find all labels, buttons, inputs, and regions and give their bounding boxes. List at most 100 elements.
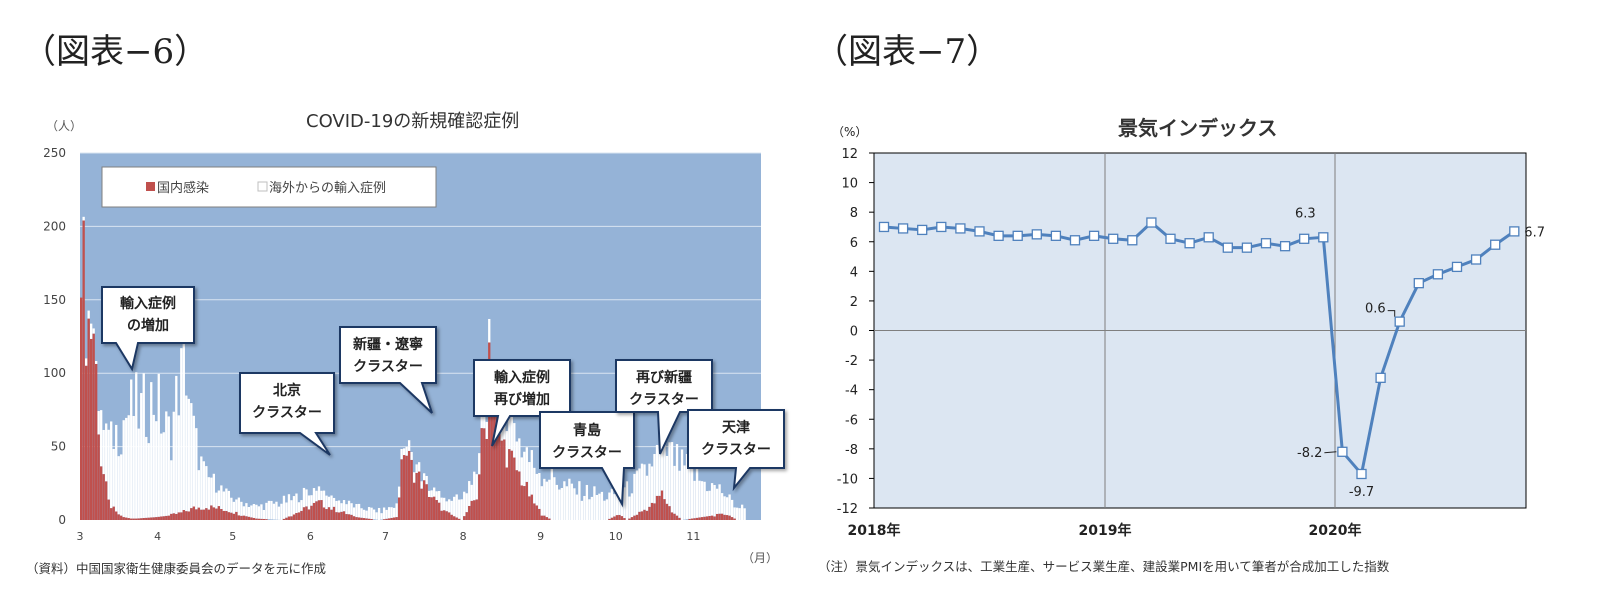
bar-domestic — [655, 495, 659, 520]
bar-domestic — [300, 510, 303, 520]
bar-domestic — [317, 500, 321, 520]
bar-imported — [465, 493, 468, 513]
bar-imported — [628, 496, 631, 519]
bar-domestic — [698, 517, 701, 520]
bar-imported — [390, 507, 393, 518]
y-tick-label: -4 — [845, 384, 858, 399]
bar-imported — [407, 440, 411, 451]
bar-domestic — [370, 519, 373, 520]
bar-imported — [107, 429, 110, 500]
bar-imported — [530, 450, 533, 495]
bar-imported — [570, 483, 574, 520]
bar-imported — [713, 484, 716, 517]
bar-domestic — [405, 455, 408, 520]
bar-domestic — [285, 517, 288, 520]
bar-imported — [375, 512, 378, 520]
bar-domestic — [197, 507, 200, 520]
index-series — [878, 217, 1520, 480]
bar-domestic — [125, 517, 128, 520]
bar-imported — [165, 411, 168, 516]
bar-domestic — [673, 513, 676, 520]
bar-imported — [220, 485, 223, 509]
bar-imported — [553, 477, 556, 520]
bar-imported — [162, 432, 165, 517]
bar-imported — [450, 500, 453, 515]
bar-domestic — [290, 516, 293, 520]
bar-imported — [295, 493, 298, 514]
bar-domestic — [252, 517, 256, 520]
bar-imported — [160, 433, 163, 517]
covid-source-note: （資料）中国国家衛生健康委員会のデータを元に作成 — [26, 561, 327, 576]
bar-imported — [688, 457, 691, 519]
bar-imported — [733, 507, 736, 519]
bar-imported — [132, 416, 135, 519]
bar-imported — [145, 436, 148, 518]
bar-domestic — [155, 517, 158, 520]
bar-imported — [448, 499, 451, 513]
bar-domestic — [540, 515, 543, 520]
bar-domestic — [80, 297, 83, 520]
bar-imported — [475, 474, 478, 500]
bar-domestic — [342, 511, 346, 520]
bar-imported — [670, 442, 674, 513]
bar-domestic — [500, 440, 503, 520]
index-marker — [1050, 230, 1062, 241]
bar-imported — [525, 447, 528, 482]
bar-domestic — [115, 511, 118, 520]
y-tick-label: 8 — [850, 206, 858, 221]
bar-imported — [683, 465, 686, 520]
bar-imported — [100, 410, 103, 467]
bar-domestic — [535, 505, 538, 520]
y-tick-label: 50 — [51, 440, 66, 454]
bar-domestic — [503, 439, 506, 520]
bar-imported — [395, 503, 398, 518]
bar-imported — [247, 506, 251, 517]
bar-domestic — [410, 459, 413, 520]
bar-imported — [545, 481, 548, 518]
bar-imported — [397, 486, 401, 498]
bar-domestic — [715, 513, 719, 520]
bar-domestic — [445, 511, 448, 520]
bar-imported — [90, 323, 93, 339]
bar-domestic — [242, 515, 246, 520]
covid-legend: 国内感染 海外からの輸入症例 — [101, 166, 437, 208]
bar-domestic — [172, 513, 175, 520]
bar-imported — [367, 507, 371, 519]
legend-domestic-swatch — [146, 182, 155, 191]
x-tick-label: 10 — [609, 530, 623, 543]
bar-imported — [130, 379, 133, 519]
bar-domestic — [292, 514, 296, 520]
covid-chart: 0 50 100 150 200 250 3 4 5 6 7 8 9 10 11 （人） （月） 国内感染… — [43, 119, 785, 565]
x-tick-label: 7 — [382, 530, 389, 543]
bar-domestic — [653, 503, 656, 520]
bar-imported — [685, 454, 689, 520]
bar-domestic — [490, 394, 493, 520]
bar-imported — [240, 501, 243, 516]
bar-domestic — [420, 488, 423, 520]
index-marker — [1146, 217, 1157, 228]
bar-imported — [250, 505, 253, 518]
bar-imported — [232, 501, 236, 514]
bar-domestic — [235, 511, 238, 520]
y-tick-label: 0 — [58, 513, 66, 527]
bar-domestic — [385, 518, 388, 520]
bar-imported — [705, 491, 709, 517]
bar-imported — [700, 481, 704, 518]
bar-imported — [583, 495, 586, 520]
bar-domestic — [518, 471, 521, 520]
bar-imported — [335, 500, 338, 513]
bar-imported — [575, 494, 579, 520]
bar-imported — [180, 348, 183, 513]
bar-domestic — [327, 507, 331, 520]
bar-imported — [590, 496, 594, 520]
bar-imported — [315, 490, 318, 502]
bar-imported — [340, 503, 343, 512]
bar-imported — [578, 481, 581, 520]
bar-imported — [342, 500, 346, 512]
bar-imported — [520, 457, 523, 486]
bar-imported — [362, 509, 366, 519]
bar-imported — [185, 395, 188, 512]
bar-imported — [515, 441, 518, 471]
bar-domestic — [615, 515, 619, 520]
legend-domestic-label: 国内感染 — [157, 180, 209, 196]
